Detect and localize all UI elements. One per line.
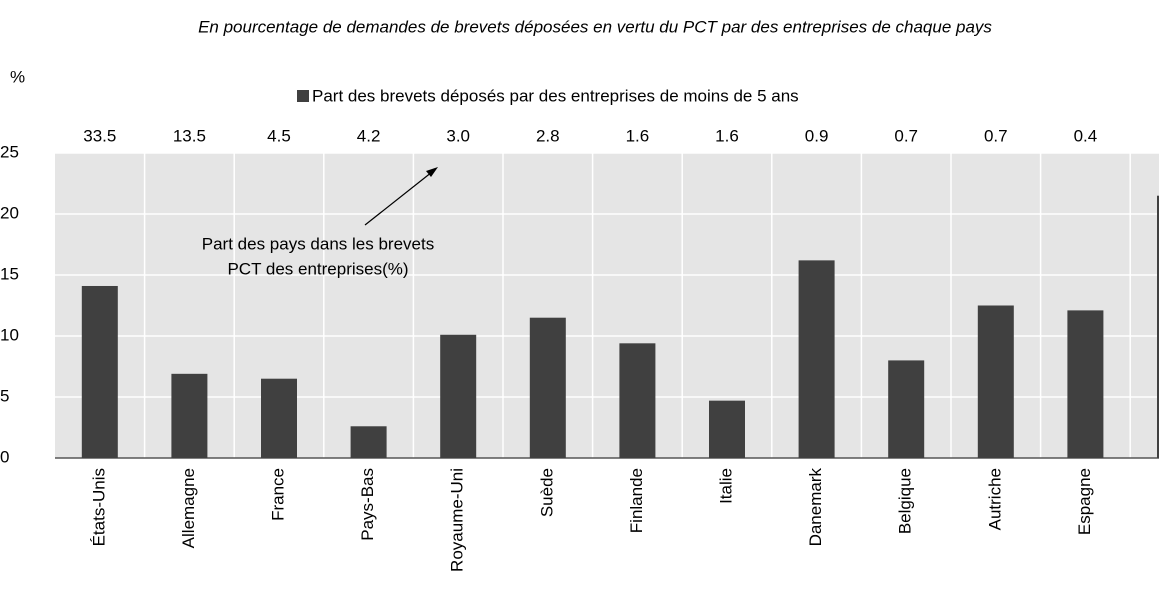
bar	[81, 285, 118, 458]
x-tick-label: Pays-Bas	[358, 468, 377, 541]
x-tick-label: Belgique	[896, 468, 915, 534]
y-tick-label: 10	[0, 325, 19, 344]
share-label: 0.4	[1074, 126, 1098, 145]
x-tick-label: Danemark	[806, 468, 825, 547]
annotation: Part des pays dans les brevets	[202, 234, 434, 253]
x-tick-label: Espagne	[1075, 468, 1094, 535]
share-label: 2.8	[536, 126, 560, 145]
x-tick-label: Allemagne	[179, 468, 198, 548]
x-tick-label: États-Unis	[89, 468, 108, 546]
y-tick-label: 25	[0, 142, 19, 161]
x-tick-label: Italie	[716, 468, 735, 504]
y-tick-label: 20	[0, 203, 19, 222]
legend-label: Part des brevets déposés par des entrepr…	[312, 86, 799, 105]
x-tick-label: France	[268, 468, 287, 521]
share-label: 0.9	[805, 126, 829, 145]
bar	[709, 400, 745, 458]
bar	[440, 334, 477, 458]
x-tick-label: Royaume-Uni	[448, 468, 467, 572]
share-label: 13.5	[173, 126, 206, 145]
legend-swatch	[297, 90, 309, 102]
bar	[350, 426, 387, 458]
bar	[798, 260, 835, 458]
bar	[888, 360, 925, 458]
y-axis-label: %	[10, 67, 25, 86]
share-label: 4.5	[267, 126, 291, 145]
bar	[1067, 310, 1104, 458]
x-tick-label: Suède	[537, 468, 556, 517]
bar	[261, 378, 297, 458]
bar	[977, 305, 1014, 458]
y-tick-label: 0	[0, 447, 9, 466]
bar	[529, 317, 566, 458]
annotation-arrow	[364, 171, 433, 226]
share-label: 1.6	[715, 126, 739, 145]
y-tick-label: 5	[0, 386, 9, 405]
share-label: 0.7	[984, 126, 1008, 145]
bar	[619, 343, 656, 458]
y-tick-label: 15	[0, 264, 19, 283]
plot-area	[55, 153, 1159, 458]
share-label: 33.5	[83, 126, 116, 145]
x-tick-label: Autriche	[985, 468, 1004, 530]
share-label: 1.6	[626, 126, 650, 145]
annotation: PCT des entreprises(%)	[227, 259, 408, 278]
annotation-arrowhead	[426, 167, 438, 177]
x-tick-label: Finlande	[627, 468, 646, 533]
bar	[1157, 195, 1159, 458]
share-label: 4.2	[357, 126, 381, 145]
chart-title: En pourcentage de demandes de brevets dé…	[198, 17, 992, 36]
bar	[171, 373, 208, 458]
share-label: 0.7	[894, 126, 918, 145]
share-label: 3.0	[446, 126, 470, 145]
